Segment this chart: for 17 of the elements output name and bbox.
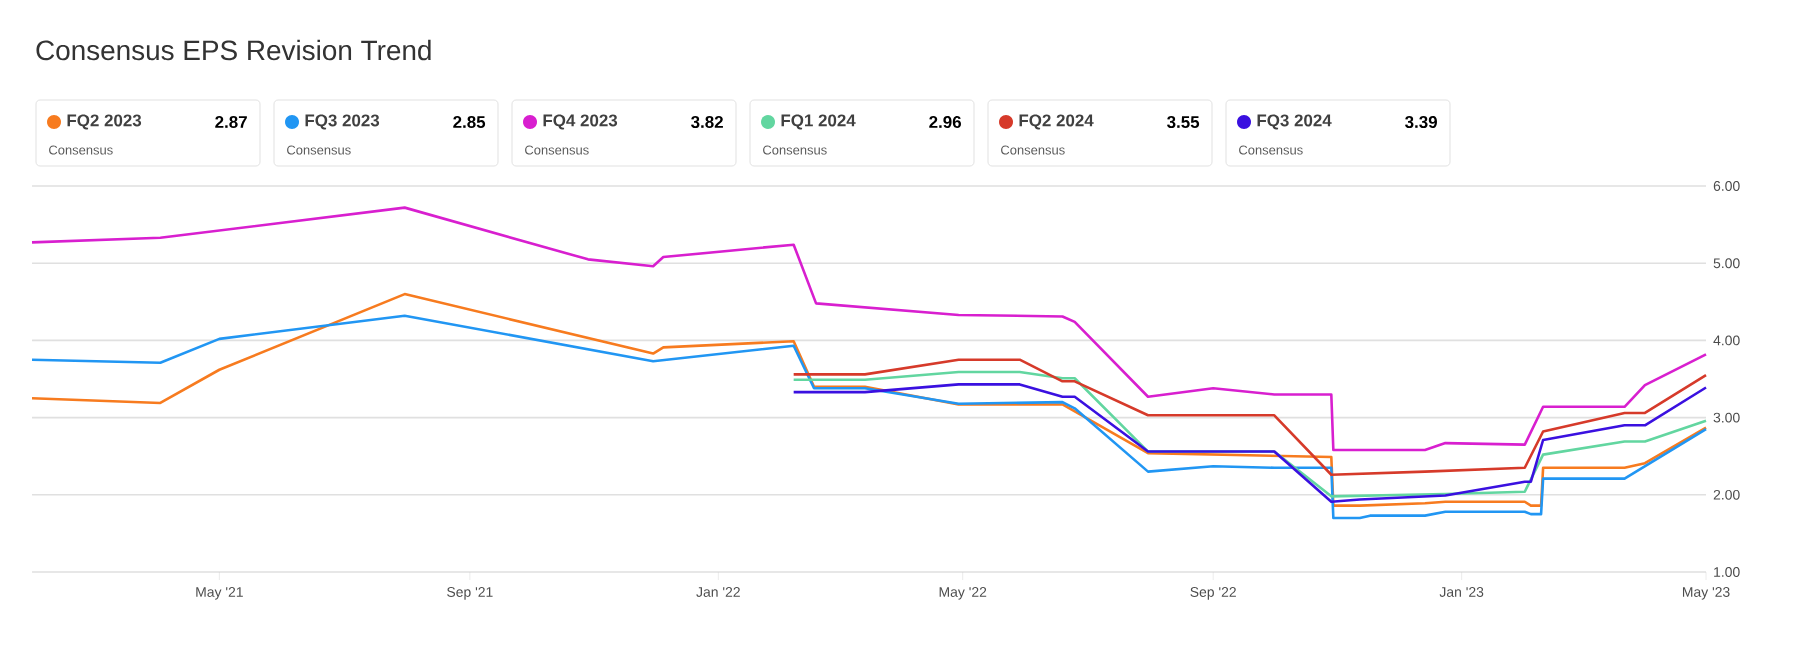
- text: 2.87: [215, 116, 247, 128]
- legend-label: FQ3 2023: [305, 114, 380, 130]
- text: 2.96: [929, 116, 961, 128]
- line-series: [30, 206, 1708, 452]
- line-series: [792, 358, 1708, 477]
- line-series: [30, 292, 1708, 507]
- line-series: [30, 314, 1708, 520]
- legend-label: FQ1 2024: [781, 114, 856, 130]
- legend-label: FQ4 2023: [543, 114, 618, 130]
- text: 3.82: [691, 116, 723, 129]
- text: 2.85: [453, 116, 486, 128]
- chart-title: Consensus EPS Revision Trend: [36, 39, 431, 61]
- legend-label: FQ3 2024: [1257, 114, 1332, 130]
- legend-label: FQ2 2024: [1019, 114, 1094, 130]
- text: 3.55: [1167, 116, 1200, 129]
- legend-label: FQ2 2023: [67, 114, 142, 130]
- text: 3.39: [1405, 116, 1437, 129]
